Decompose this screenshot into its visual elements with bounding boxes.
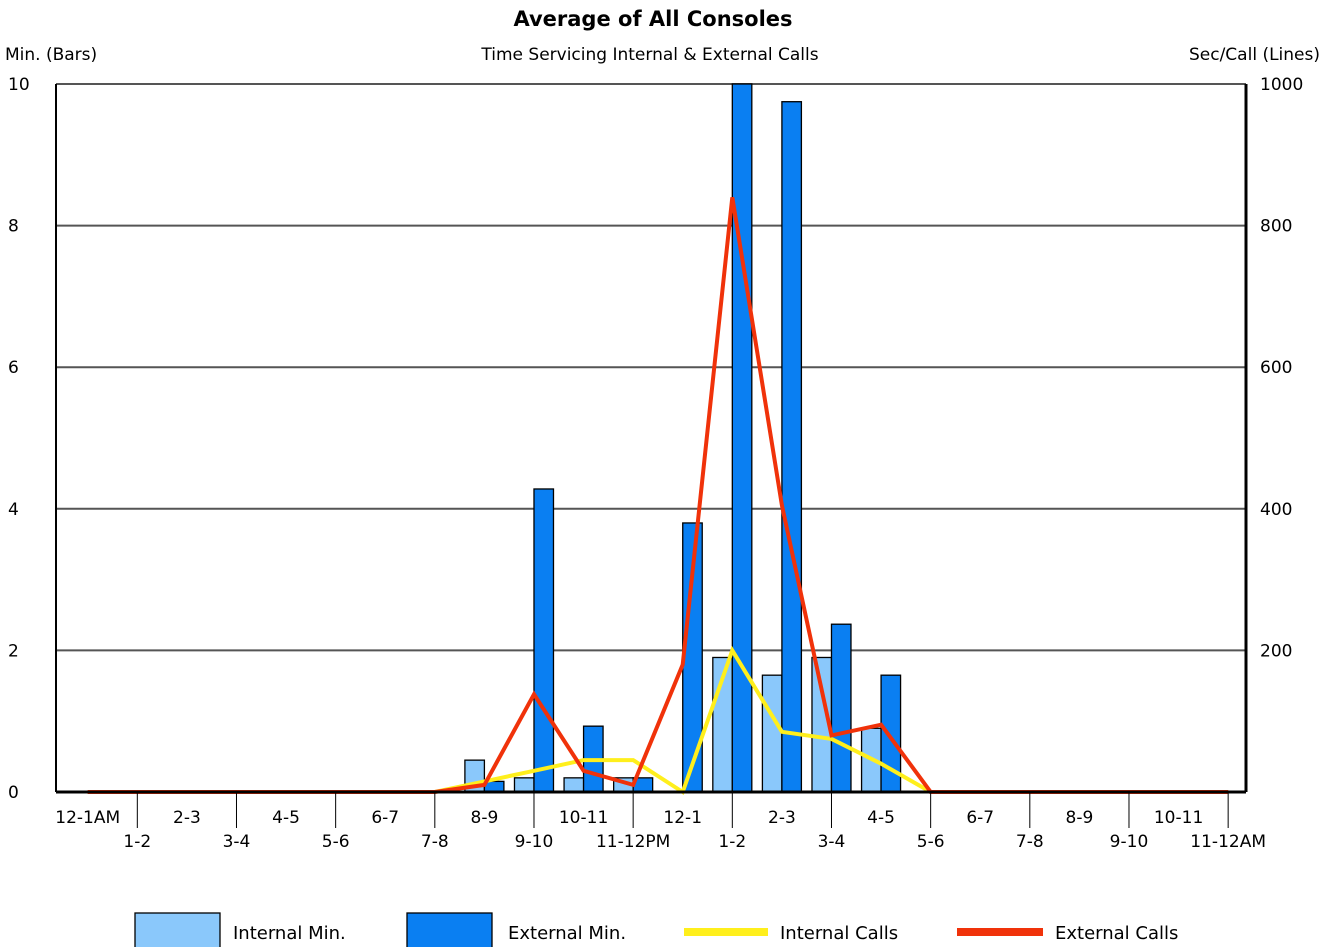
x-tick-label: 10-11 (1154, 808, 1203, 828)
x-tick-label: 12-1 (663, 808, 702, 828)
external-min-bar (830, 623, 852, 793)
x-tick-label: 2-3 (768, 808, 796, 828)
legend-label-internal-min: Internal Min. (233, 923, 346, 944)
legend-label-external-calls: External Calls (1055, 923, 1178, 944)
gridlines (56, 83, 1246, 652)
chart-subtitle: Time Servicing Internal & External Calls (480, 45, 818, 65)
x-tick-label: 12-1AM (55, 808, 120, 828)
x-tick-label: 9-10 (1110, 832, 1149, 852)
x-tick-label: 10-11 (559, 808, 608, 828)
x-tick-label: 11-12PM (596, 832, 670, 852)
x-tick-label: 2-3 (173, 808, 201, 828)
x-tick-label: 4-5 (272, 808, 300, 828)
y-tick-label-left: 8 (8, 217, 19, 237)
y-tick-labels: 0 2 4 6 8 10 200 400 600 800 1000 (8, 75, 1303, 803)
y-axis-right-label: Sec/Call (Lines) (1189, 45, 1320, 65)
y-tick-label-left: 4 (8, 500, 19, 520)
y-tick-label-left: 0 (8, 783, 19, 803)
internal-min-bar (513, 777, 535, 793)
y-tick-label-right: 600 (1260, 358, 1292, 378)
x-tick-label: 3-4 (223, 832, 251, 852)
y-axis-left-label: Min. (Bars) (5, 45, 97, 65)
internal-min-bar (761, 674, 783, 793)
x-tick-labels: 12-1AM1-22-33-44-55-66-77-88-99-1010-111… (55, 808, 1266, 852)
x-tick-label: 1-2 (123, 832, 151, 852)
y-tick-label-right: 1000 (1260, 75, 1303, 95)
y-tick-label-left: 2 (8, 641, 19, 661)
x-tick-label: 6-7 (371, 808, 399, 828)
legend: Internal Min. External Min. Internal Calls… (134, 912, 1178, 947)
legend-swatch-internal-min (134, 912, 221, 947)
x-tick-label: 6-7 (966, 808, 994, 828)
x-tick-label: 4-5 (867, 808, 895, 828)
x-tick-label: 5-6 (917, 832, 945, 852)
x-tick-label: 7-8 (1016, 832, 1044, 852)
external-min-bar (731, 83, 753, 793)
y-tick-label-right: 400 (1260, 500, 1292, 520)
y-tick-label-left: 10 (8, 75, 30, 95)
x-tick-label: 8-9 (1066, 808, 1094, 828)
x-tick-label: 8-9 (471, 808, 499, 828)
series-lines (87, 196, 1229, 796)
legend-label-external-min: External Min. (508, 923, 626, 944)
external-min-bar (533, 488, 555, 793)
legend-swatch-external-min (406, 912, 493, 947)
bars (464, 83, 902, 793)
external-min-bar (781, 101, 803, 793)
axes (55, 84, 1248, 828)
x-tick-label: 9-10 (515, 832, 554, 852)
y-tick-label-right: 200 (1260, 641, 1292, 661)
chart-title: Average of All Consoles (513, 7, 792, 31)
x-tick-label: 3-4 (818, 832, 846, 852)
external-calls-line (87, 196, 1229, 794)
y-tick-label-right: 800 (1260, 217, 1292, 237)
y-tick-label-left: 6 (8, 358, 19, 378)
x-tick-label: 5-6 (322, 832, 350, 852)
x-tick-label: 1-2 (718, 832, 746, 852)
internal-min-bar (563, 777, 585, 793)
x-tick-label: 11-12AM (1190, 832, 1266, 852)
x-tick-label: 7-8 (421, 832, 449, 852)
legend-label-internal-calls: Internal Calls (780, 923, 898, 944)
